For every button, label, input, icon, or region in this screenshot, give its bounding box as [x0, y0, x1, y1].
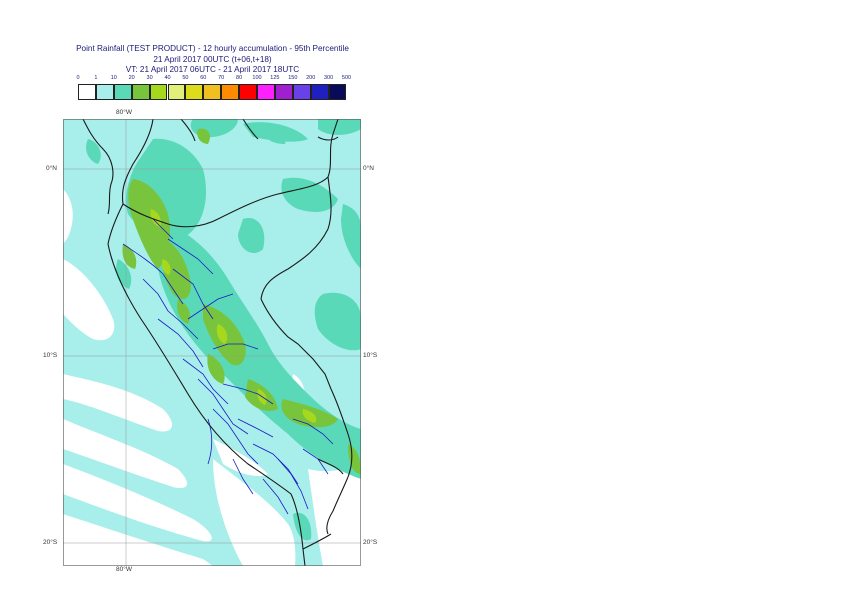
- lon-label-top: 80°W: [116, 109, 132, 116]
- legend-label: 500: [341, 75, 352, 81]
- legend-swatch: [95, 84, 114, 100]
- legend-label: 70: [218, 75, 225, 81]
- legend-label: 30: [146, 75, 153, 81]
- lat-label-right-20: 20°S: [363, 539, 378, 546]
- legend-swatch: [239, 84, 257, 100]
- legend-label: 40: [164, 75, 171, 81]
- legend-label: 10: [110, 75, 117, 81]
- lat-label-left-20: 20°S: [43, 539, 58, 546]
- title-line-1: Point Rainfall (TEST PRODUCT) - 12 hourl…: [76, 44, 349, 53]
- legend-swatch: [274, 84, 293, 100]
- legend-swatch: [328, 84, 347, 100]
- rainfall-map: [63, 119, 361, 566]
- legend-label: 1: [94, 75, 98, 81]
- legend-label: 0: [76, 75, 80, 81]
- legend-label: 60: [200, 75, 207, 81]
- legend-label: 100: [252, 75, 262, 81]
- lon-label-bottom: 80°W: [116, 566, 132, 573]
- map-frame: [63, 119, 361, 566]
- legend-swatch: [113, 84, 132, 100]
- legend-label: 20: [128, 75, 135, 81]
- country-borders: [82, 119, 353, 566]
- legend-swatch: [78, 84, 96, 100]
- title-line-2: 21 April 2017 00UTC (t+06,t+18): [153, 55, 272, 64]
- legend-swatch: [221, 84, 240, 100]
- legend-label: 200: [306, 75, 316, 81]
- region-borders: [122, 218, 334, 515]
- legend-swatch: [167, 84, 186, 100]
- legend-swatch: [257, 84, 275, 100]
- legend-label: 80: [236, 75, 243, 81]
- legend-swatch: [149, 84, 168, 100]
- legend-label: 150: [288, 75, 298, 81]
- title-line-3: VT: 21 April 2017 06UTC - 21 April 2017 …: [125, 65, 300, 74]
- lat-label-right-10: 10°S: [363, 352, 378, 359]
- legend-swatch: [185, 84, 204, 100]
- legend-label: 300: [324, 75, 334, 81]
- lat-label-right-0: 0°N: [363, 165, 374, 172]
- legend-label: 50: [182, 75, 189, 81]
- ocean-dry-areas: [63, 189, 361, 566]
- legend-swatch: [310, 84, 329, 100]
- legend-swatch: [203, 84, 222, 100]
- lat-label-left-0: 0°N: [46, 165, 57, 172]
- lat-label-left-10: 10°S: [43, 352, 58, 359]
- legend-label: 125: [270, 75, 280, 81]
- legend-swatch: [292, 84, 311, 100]
- legend-swatch: [131, 84, 150, 100]
